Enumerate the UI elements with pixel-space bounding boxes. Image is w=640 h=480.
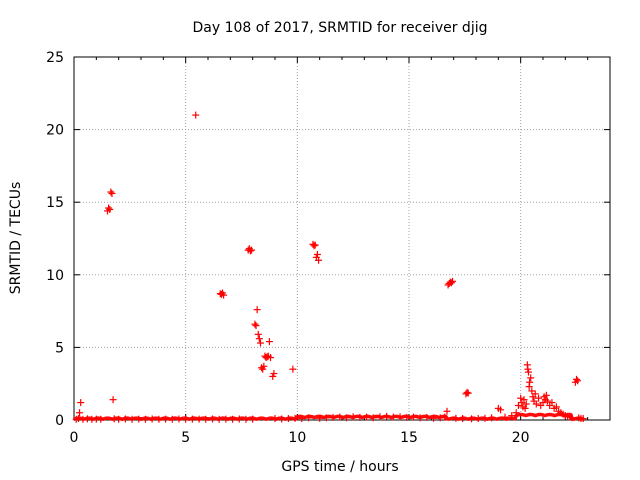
baseline-point-band [73, 412, 585, 422]
data-point [106, 205, 114, 213]
data-point [532, 400, 540, 408]
data-point [311, 241, 319, 249]
data-point [443, 407, 451, 415]
data-point [520, 396, 528, 404]
data-point [315, 256, 323, 264]
x-tick-label: 10 [288, 430, 306, 446]
data-point [313, 250, 321, 258]
data-point [270, 370, 278, 378]
y-tick-label: 0 [55, 413, 64, 429]
data-point [535, 394, 543, 402]
y-tick-label: 15 [46, 195, 64, 211]
chart-title: Day 108 of 2017, SRMTID for receiver dji… [193, 20, 488, 36]
data-point [105, 204, 113, 212]
data-point [77, 399, 85, 407]
data-point [531, 390, 539, 398]
data-point [192, 111, 200, 119]
x-tick-label: 0 [70, 430, 79, 446]
data-point [253, 306, 261, 314]
data-point [449, 277, 457, 285]
data-point [552, 403, 560, 411]
data-point [220, 291, 228, 299]
data-point [524, 368, 532, 376]
data-point [289, 365, 297, 373]
data-point [108, 189, 116, 197]
data-point [256, 339, 264, 347]
x-tick-label: 15 [400, 430, 418, 446]
y-tick-label: 20 [46, 123, 64, 139]
data-point [447, 279, 455, 287]
plot-frame [73, 56, 611, 421]
data-point [548, 399, 556, 407]
data-point [497, 406, 505, 414]
y-tick-label: 5 [55, 340, 64, 356]
data-point [522, 400, 530, 408]
y-axis-label: SRMTID / TECUs [8, 182, 24, 295]
data-point [107, 188, 115, 196]
data-point [251, 320, 259, 328]
data-point [265, 338, 273, 346]
y-tick-label: 10 [46, 268, 64, 284]
data-point [310, 242, 318, 250]
data-point [464, 389, 472, 397]
data-point [543, 397, 551, 405]
grid-lines [74, 57, 610, 420]
data-point [463, 388, 471, 396]
data-point [527, 374, 535, 382]
data-point [267, 354, 275, 362]
data-point [542, 391, 550, 399]
x-axis-label: GPS time / hours [281, 459, 398, 475]
axis-ticks: 0 5 10 15 20 0 5 10 15 20 25 [46, 50, 610, 446]
data-point [76, 409, 84, 417]
data-points [72, 111, 587, 423]
data-point [526, 378, 534, 386]
data-point [517, 394, 525, 402]
x-tick-label: 5 [181, 430, 190, 446]
data-point [252, 322, 260, 330]
y-tick-label: 25 [46, 50, 64, 66]
data-point [574, 377, 582, 385]
data-point [260, 362, 268, 370]
data-point [263, 353, 271, 361]
data-point [246, 247, 254, 255]
data-point [248, 246, 256, 254]
data-point [255, 335, 263, 343]
data-point [254, 330, 262, 338]
data-point [573, 375, 580, 383]
x-tick-label: 20 [512, 430, 530, 446]
data-point [109, 396, 117, 404]
data-point [521, 404, 529, 412]
